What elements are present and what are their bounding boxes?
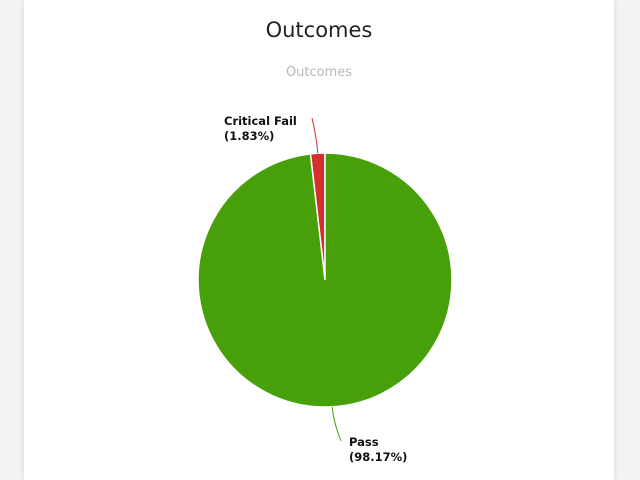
slice-label-name: Pass <box>349 435 379 449</box>
pie-slices <box>197 152 453 408</box>
slice-label-percent: (1.83%) <box>224 129 274 143</box>
label-connectors <box>311 117 342 442</box>
pie-slice-pass[interactable] <box>197 152 453 408</box>
label-connector <box>311 117 319 154</box>
chart-title: Outcomes <box>285 65 353 80</box>
card-title: Outcomes <box>265 18 373 42</box>
label-connector <box>331 406 342 442</box>
slice-label-name: Critical Fail <box>224 114 297 128</box>
slice-label-percent: (98.17%) <box>349 450 407 464</box>
slice-labels: Critical Fail(1.83%) Pass(98.17%) <box>224 114 407 464</box>
